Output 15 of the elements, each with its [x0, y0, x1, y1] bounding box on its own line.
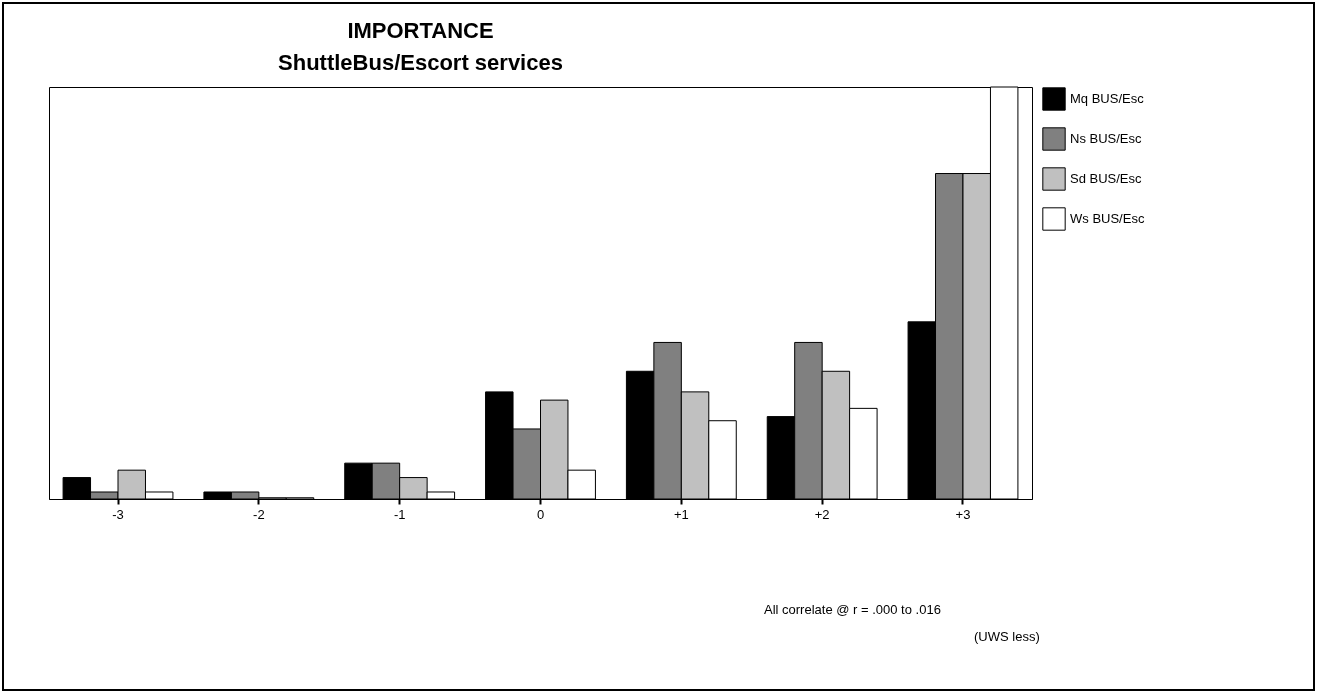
legend-label: Ws BUS/Esc: [1070, 211, 1145, 226]
x-tick-label: -3: [112, 506, 124, 522]
x-tick-label: +2: [814, 506, 830, 522]
chart-title: IMPORTANCE: [347, 17, 494, 43]
x-tick-label: 0: [536, 506, 545, 522]
x-tick-label: -1: [393, 506, 406, 522]
text: All correlate @ r = .000 to .016: [764, 602, 942, 617]
x-tick-label: -2: [253, 506, 265, 522]
legend-label: Ns BUS/Esc: [1070, 131, 1143, 146]
x-tick-label: +3: [955, 506, 971, 522]
x-tick-label: +1: [673, 506, 689, 522]
legend-label: Mq BUS/Esc: [1070, 91, 1145, 106]
text: (UWS less): [973, 629, 1040, 644]
chart-subtitle: ShuttleBus/Escort services: [278, 49, 563, 75]
legend-label: Sd BUS/Esc: [1070, 171, 1143, 186]
